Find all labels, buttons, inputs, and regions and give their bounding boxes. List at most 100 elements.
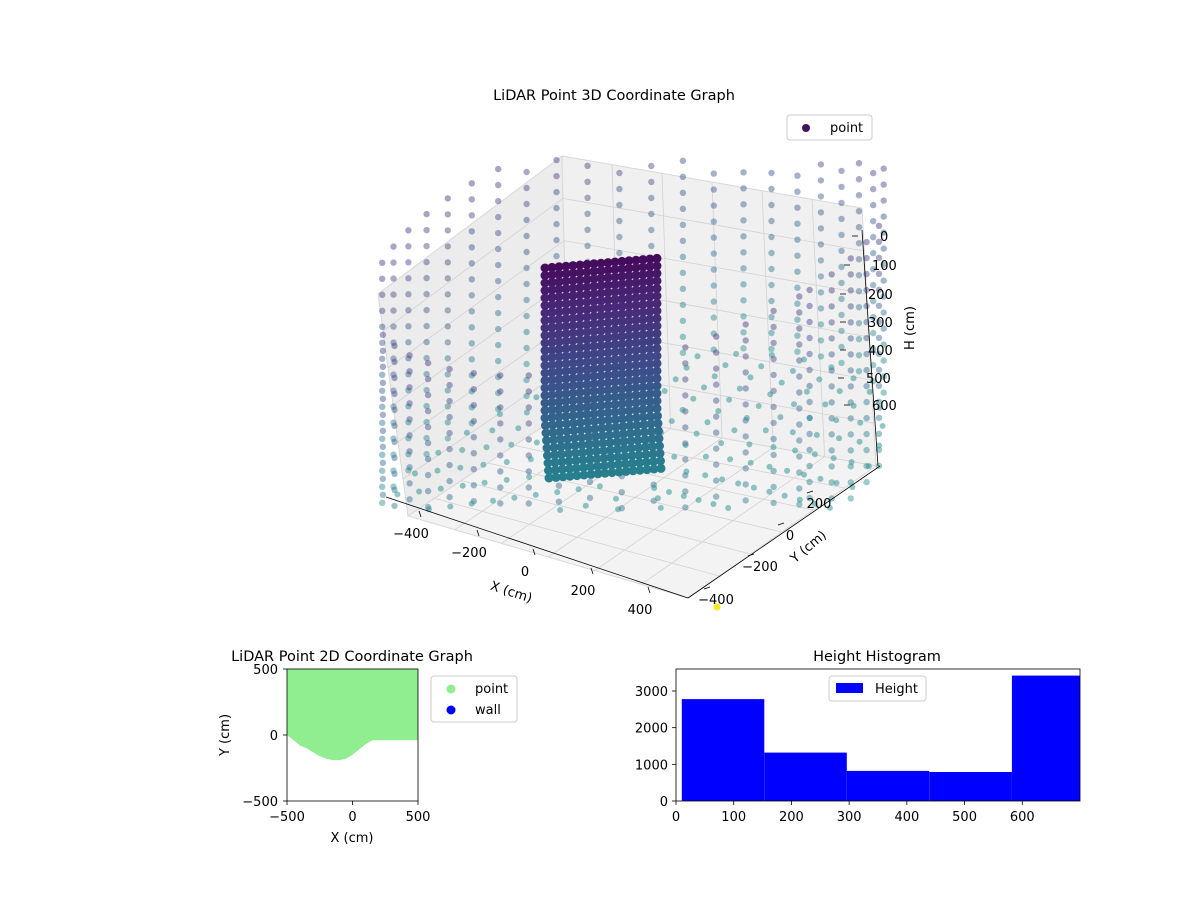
point-marker	[379, 499, 386, 506]
wall-point	[540, 353, 550, 363]
wall-point	[554, 307, 564, 317]
wall-point	[607, 460, 616, 470]
point-marker	[875, 414, 883, 421]
wall-point	[596, 303, 606, 313]
wall-point	[554, 367, 564, 377]
wall-point	[645, 382, 655, 391]
point-marker	[794, 284, 801, 291]
point-marker	[796, 309, 803, 316]
wall-point	[568, 366, 578, 376]
point-marker	[496, 411, 503, 418]
point-marker	[849, 484, 856, 490]
point-marker	[503, 476, 510, 483]
point-marker	[553, 236, 560, 244]
point-marker	[390, 403, 397, 410]
point-marker	[379, 259, 386, 266]
point-marker	[880, 213, 887, 220]
legend-wall-label: wall	[475, 703, 501, 718]
point-marker	[806, 430, 813, 438]
point-marker	[838, 263, 845, 271]
point-marker	[826, 504, 833, 511]
wall-point	[576, 425, 586, 435]
wall-point	[596, 348, 606, 358]
point-marker	[870, 185, 877, 193]
point-marker	[742, 401, 749, 408]
wall-point	[583, 424, 593, 434]
point-marker	[489, 427, 496, 434]
wall-point	[568, 411, 578, 421]
wall-point	[598, 431, 607, 441]
point-marker	[817, 225, 825, 232]
wall-point	[582, 267, 592, 277]
wall-point	[610, 310, 620, 319]
point-marker	[847, 367, 854, 374]
wall-point	[575, 298, 585, 307]
point-marker	[817, 475, 824, 482]
wall-point	[634, 450, 644, 460]
point-marker	[762, 427, 769, 434]
wall-point	[547, 412, 557, 422]
wall-point	[638, 262, 648, 272]
wall-point	[575, 275, 585, 285]
point-marker	[806, 478, 813, 486]
point-marker	[847, 287, 854, 294]
point-marker	[794, 348, 801, 355]
point-marker	[863, 238, 870, 246]
wall-point	[617, 369, 627, 379]
wall-point	[638, 300, 648, 310]
wall-point	[575, 358, 585, 367]
point-marker	[444, 355, 451, 362]
wall-point	[554, 314, 564, 324]
wall-point	[649, 457, 658, 466]
point-marker	[391, 502, 398, 510]
point-marker	[713, 477, 720, 484]
wall-point	[610, 355, 620, 364]
point-marker	[796, 341, 803, 348]
point-marker	[847, 351, 854, 358]
wall-point	[645, 322, 655, 331]
point-marker	[863, 302, 870, 310]
wall-point	[631, 338, 641, 348]
point-marker	[470, 418, 477, 425]
point-marker	[446, 381, 453, 389]
x-tick-label: 0	[521, 565, 529, 580]
point-marker	[379, 403, 386, 410]
wall-point	[561, 306, 571, 316]
x-tick-label: −500	[269, 810, 305, 825]
wall-point	[638, 277, 648, 287]
point-marker	[405, 323, 412, 330]
wall-point	[547, 360, 557, 370]
wall-point	[540, 398, 550, 408]
point-marker	[495, 325, 502, 333]
point-marker	[596, 483, 603, 490]
wall-point	[638, 375, 648, 385]
wall-point	[582, 327, 592, 337]
point-marker	[616, 249, 623, 257]
point-marker	[710, 218, 717, 225]
point-marker	[424, 487, 432, 495]
wall-point	[610, 377, 620, 387]
point-marker	[390, 339, 397, 346]
point-marker	[770, 435, 777, 443]
point-marker	[391, 342, 398, 350]
wall-point	[625, 421, 635, 431]
wall-point	[610, 295, 620, 304]
point-marker	[742, 321, 749, 328]
point-marker	[792, 447, 799, 454]
point-marker	[390, 355, 397, 362]
wall-point	[624, 361, 634, 371]
wall-point	[606, 453, 616, 463]
point-marker	[713, 349, 720, 356]
point-marker	[768, 233, 775, 241]
point-marker	[468, 308, 475, 315]
point-marker	[880, 357, 887, 364]
wall-point	[645, 277, 655, 286]
histogram-legend: Height	[828, 675, 927, 702]
wall-point	[617, 391, 627, 401]
wall-point	[647, 427, 656, 436]
point-marker	[682, 442, 689, 448]
point-marker	[740, 169, 747, 176]
wall-point	[652, 328, 662, 338]
point-marker	[435, 449, 442, 456]
point-marker	[525, 420, 532, 427]
